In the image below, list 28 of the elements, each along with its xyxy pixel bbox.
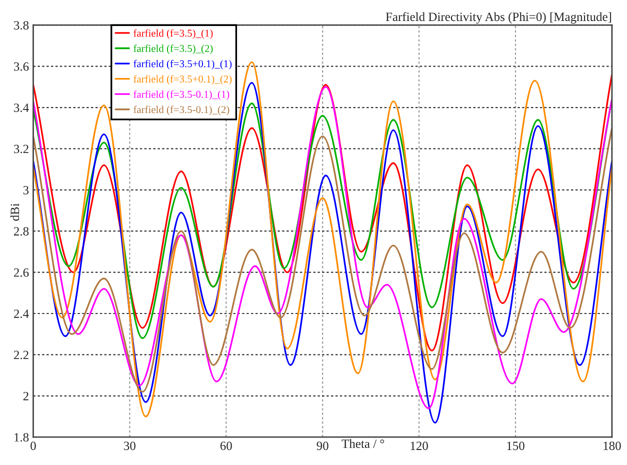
legend-label: farfield (f=3.5)_(2) [134,44,213,54]
x-tick-label: 60 [220,442,232,450]
x-tick-label: 30 [124,442,136,450]
x-tick-label: 90 [316,442,328,450]
y-tick-label: 3.8 [14,21,29,30]
y-tick-label: 1.8 [14,433,29,442]
x-tick-label: 120 [410,442,428,450]
y-tick-label: 3.2 [14,144,28,154]
y-tick-label: 2 [23,392,28,400]
y-axis-title: dBi [10,203,20,221]
x-tick-label: 180 [604,442,621,450]
legend-label: farfield (f=3.5+0.1)_(1) [134,60,232,70]
legend-label: farfield (f=3.5-0.1)_(1) [134,90,230,100]
chart-title: Farfield Directivity Abs (Phi=0) [Magnitude] [386,12,612,24]
x-axis-title: Theta / ° [342,439,384,448]
y-tick-label: 2.6 [14,268,29,277]
x-tick-label: 150 [507,442,524,450]
y-tick-label: 3.4 [14,104,29,112]
legend-label: farfield (f=3.5-0.1)_(2) [134,106,230,116]
line-series [33,127,612,393]
y-tick-label: 2.8 [14,227,29,236]
legend-label: farfield (f=3.5)_(1) [134,29,213,39]
x-tick-label: 0 [30,442,36,450]
y-tick-label: 3.6 [14,62,29,71]
y-tick-label: 2.4 [14,310,29,318]
y-tick-label: 2.2 [14,350,28,360]
legend-label: farfield (f=3.5+0.1)_(2) [134,75,232,85]
y-tick-label: 3 [23,186,29,194]
